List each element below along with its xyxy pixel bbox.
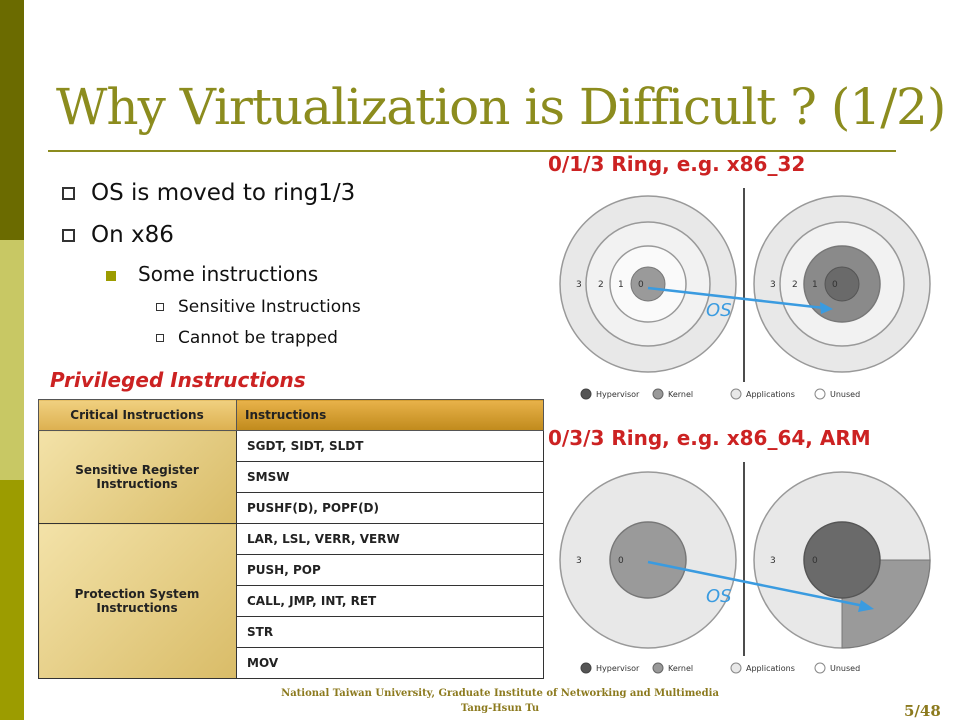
legend-hypervisor-swatch xyxy=(580,662,592,674)
bullet-small-square-icon xyxy=(156,303,164,311)
bullet-on-x86: On x86 xyxy=(62,222,174,248)
footer-author: Tang-Hsun Tu xyxy=(460,703,540,714)
arrow-head-icon xyxy=(820,302,833,314)
ring-number: 0 xyxy=(638,280,644,290)
bullet-some-instructions: Some instructions xyxy=(106,262,318,286)
legend-label: Applications xyxy=(746,390,795,399)
table-row: SMSW xyxy=(39,461,544,493)
legend-label: Kernel xyxy=(668,664,693,673)
legend-label: Unused xyxy=(830,664,860,673)
group-protection-system: Protection System Instructions xyxy=(38,523,237,679)
ring-number: 2 xyxy=(792,280,798,290)
table-row: PUSH, POP xyxy=(39,554,544,586)
footer-institution: National Taiwan University, Graduate Ins… xyxy=(281,688,719,699)
table-row: CALL, JMP, INT, RET xyxy=(39,585,544,617)
table-cell: STR xyxy=(236,616,544,648)
privileged-heading: Privileged Instructions xyxy=(50,368,306,392)
bullet-text: Sensitive Instructions xyxy=(178,297,361,317)
ring-number: 3 xyxy=(770,280,776,290)
bullet-os-moved: OS is moved to ring1/3 xyxy=(62,180,355,206)
ring-diagram-bottom: 3 0 3 0 Hypervisor Kernel Applications U… xyxy=(559,462,931,674)
legend-kernel-swatch xyxy=(652,662,664,674)
bullet-text: OS is moved to ring1/3 xyxy=(91,180,356,206)
legend-unused-swatch xyxy=(814,388,826,400)
bullet-text: Cannot be trapped xyxy=(178,328,338,348)
sidebar-band-light xyxy=(0,240,24,480)
bullet-filled-square-icon xyxy=(106,270,116,281)
sidebar-band-mid xyxy=(0,480,24,720)
ring-top-heading: 0/1/3 Ring, e.g. x86_32 xyxy=(548,152,806,176)
table-cell: CALL, JMP, INT, RET xyxy=(236,585,544,617)
ring-number: 0 xyxy=(618,556,624,566)
bullet-cannot-trap: Cannot be trapped xyxy=(156,328,338,348)
table-row: PUSHF(D), POPF(D) xyxy=(39,492,544,524)
header-critical: Critical Instructions xyxy=(38,399,237,431)
table-cell: MOV xyxy=(236,647,544,679)
slide-title: Why Virtualization is Difficult ? (1/2) xyxy=(56,78,946,136)
ring-number: 3 xyxy=(770,556,776,566)
legend-label: Hypervisor xyxy=(596,664,640,673)
bullet-text: On x86 xyxy=(91,222,174,248)
footer: National Taiwan University, Graduate Ins… xyxy=(260,686,740,716)
legend-label: Applications xyxy=(746,664,795,673)
bullet-square-icon xyxy=(62,187,75,200)
ring-number: 3 xyxy=(576,280,582,290)
ring0-right xyxy=(803,521,881,599)
table-header-row: Critical Instructions Instructions xyxy=(38,399,544,431)
ring-number: 0 xyxy=(812,556,818,566)
group-sensitive-register: Sensitive Register Instructions xyxy=(38,430,237,524)
table-cell: SGDT, SIDT, SLDT xyxy=(236,430,544,462)
ring-diagram-top: 3 2 1 0 3 2 1 0 Hypervisor Kernel Applic… xyxy=(559,188,931,400)
legend-hypervisor-swatch xyxy=(580,388,592,400)
os-arrow-top xyxy=(647,286,825,310)
os-arrow-bottom xyxy=(647,560,865,608)
table-cell: LAR, LSL, VERR, VERW xyxy=(236,523,544,555)
os-label-bottom: OS xyxy=(706,586,732,607)
arrow-head-icon xyxy=(858,600,874,612)
sidebar-decoration xyxy=(0,0,24,720)
legend-label: Unused xyxy=(830,390,860,399)
ring-number: 1 xyxy=(618,280,624,290)
table-cell: SMSW xyxy=(236,461,544,493)
legend-applications-swatch xyxy=(730,662,742,674)
legend-applications-swatch xyxy=(730,388,742,400)
ring-number: 2 xyxy=(598,280,604,290)
bullet-sensitive: Sensitive Instructions xyxy=(156,297,361,317)
table-row: STR xyxy=(39,616,544,648)
table-row: MOV xyxy=(39,647,544,679)
ring0-right xyxy=(824,266,860,302)
sidebar-band-dark xyxy=(0,0,24,240)
ring-bottom-heading: 0/3/3 Ring, e.g. x86_64, ARM xyxy=(548,426,871,450)
legend-unused-swatch xyxy=(814,662,826,674)
page-number: 5/48 xyxy=(904,702,941,720)
ring-number: 1 xyxy=(812,280,818,290)
table-cell: PUSHF(D), POPF(D) xyxy=(236,492,544,524)
legend-kernel-swatch xyxy=(652,388,664,400)
ring-number: 3 xyxy=(576,556,582,566)
ring0-left xyxy=(630,266,666,302)
legend-label: Hypervisor xyxy=(596,390,640,399)
title-underline xyxy=(48,150,896,152)
legend-label: Kernel xyxy=(668,390,693,399)
os-label-top: OS xyxy=(706,300,732,321)
header-instructions: Instructions xyxy=(236,399,544,431)
table-row: Protection System Instructions LAR, LSL,… xyxy=(38,523,544,679)
table-row: Sensitive Register Instructions SGDT, SI… xyxy=(38,430,544,524)
bullet-square-icon xyxy=(62,229,75,242)
instructions-table: Critical Instructions Instructions Sensi… xyxy=(38,399,544,679)
bullet-small-square-icon xyxy=(156,334,164,342)
ring-number: 0 xyxy=(832,280,838,290)
table-cell: PUSH, POP xyxy=(236,554,544,586)
ring0-left xyxy=(609,521,687,599)
bullet-text: Some instructions xyxy=(138,262,319,286)
